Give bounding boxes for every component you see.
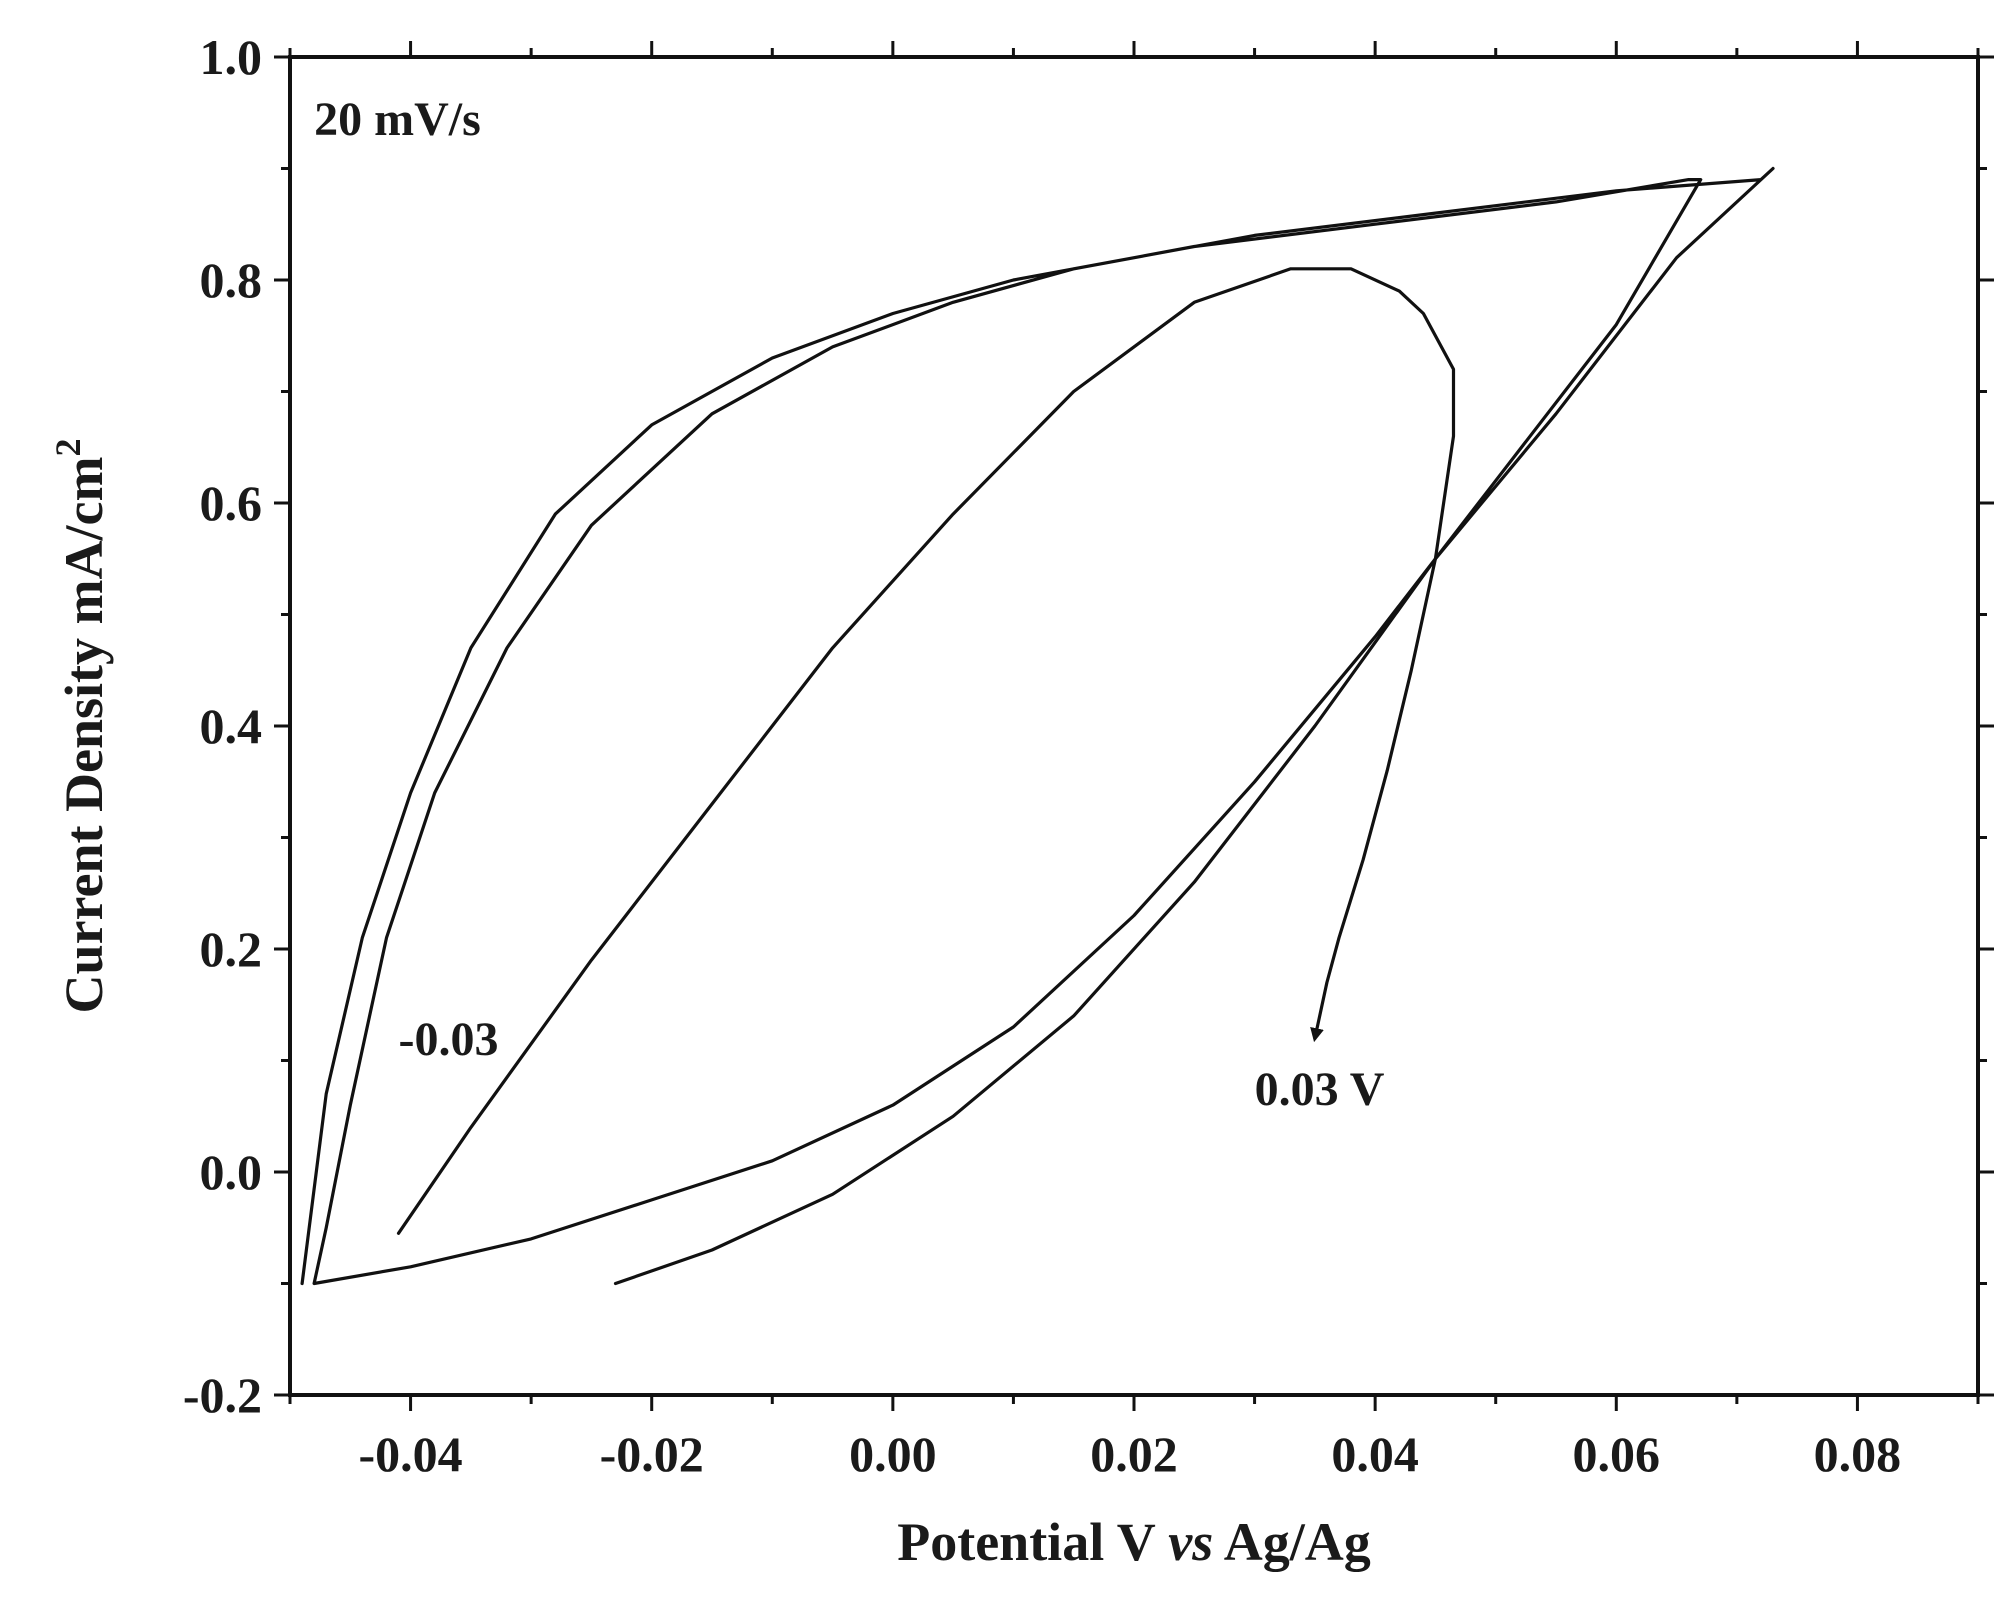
x-tick-label: -0.02 — [600, 1426, 704, 1482]
x-tick-label: -0.04 — [358, 1426, 462, 1482]
x-tick-label: 0.02 — [1090, 1426, 1178, 1482]
y-tick-label: 0.6 — [200, 475, 263, 531]
cv-loop-series — [300, 166, 1775, 1286]
y-tick-label: 1.0 — [200, 29, 263, 85]
x-tick-label: 0.04 — [1331, 1426, 1419, 1482]
chart-annotation: 20 mV/s — [314, 93, 481, 146]
chart-annotations: 20 mV/s -0.03 0.03 V — [314, 93, 1385, 1116]
x-tick-label: 0.00 — [849, 1426, 937, 1482]
cv-curves — [300, 166, 1775, 1286]
chart-annotation: 0.03 V — [1255, 1063, 1385, 1116]
x-axis-ticks: -0.04 -0.02 0.00 0.02 0.04 0.06 0.08 — [288, 41, 1980, 1482]
y-tick-label: 0.8 — [200, 252, 263, 308]
y-tick-label: -0.2 — [183, 1367, 262, 1423]
y-axis-title: Current Density mA/cm2 — [48, 439, 114, 1014]
x-tick-label: 0.06 — [1573, 1426, 1661, 1482]
y-axis-ticks: -0.2 0.0 0.2 0.4 0.6 0.8 1.0 — [183, 29, 1994, 1423]
x-axis-title: Potential V vs Ag/Ag — [897, 1512, 1371, 1572]
chart-annotation: -0.03 — [399, 1013, 499, 1066]
y-tick-label: 0.2 — [200, 921, 263, 977]
cv-inner-series — [396, 267, 1456, 1235]
y-tick-label: 0.4 — [200, 698, 263, 754]
x-tick-label: 0.08 — [1814, 1426, 1902, 1482]
y-tick-label: 0.0 — [200, 1144, 263, 1200]
